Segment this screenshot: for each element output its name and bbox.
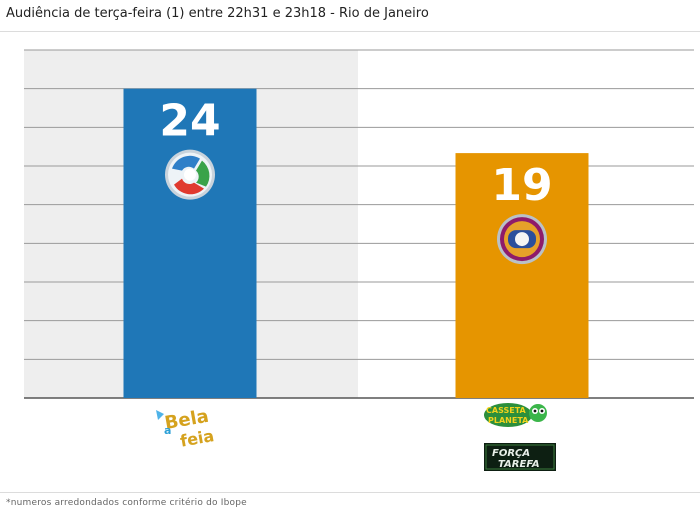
record-logo-icon <box>165 149 215 200</box>
bela-a-feia-logo-icon: Bela a feia <box>154 406 215 451</box>
footer-divider <box>0 492 700 493</box>
casseta-e-planeta-logo-icon: CASSETA PLANETA <box>484 403 547 427</box>
footnote: *numeros arredondados conforme critério … <box>6 498 247 508</box>
svg-text:a: a <box>164 424 171 437</box>
bar-globo-value-label: 19 <box>491 160 552 211</box>
title-divider <box>0 31 700 32</box>
bar-globo <box>455 153 589 398</box>
globo-logo-icon <box>497 214 547 265</box>
chart-title: Audiência de terça-feira (1) entre 22h31… <box>6 6 429 21</box>
svg-text:PLANETA: PLANETA <box>488 416 529 425</box>
bars: 24 19 <box>123 88 589 399</box>
svg-text:CASSETA: CASSETA <box>486 406 527 415</box>
svg-text:TAREFA: TAREFA <box>498 459 540 470</box>
bar-record <box>123 88 257 399</box>
forca-tarefa-logo-icon: FORÇA TAREFA <box>484 443 556 471</box>
svg-text:FORÇA: FORÇA <box>492 448 530 459</box>
bar-record-value-label: 24 <box>159 96 220 147</box>
